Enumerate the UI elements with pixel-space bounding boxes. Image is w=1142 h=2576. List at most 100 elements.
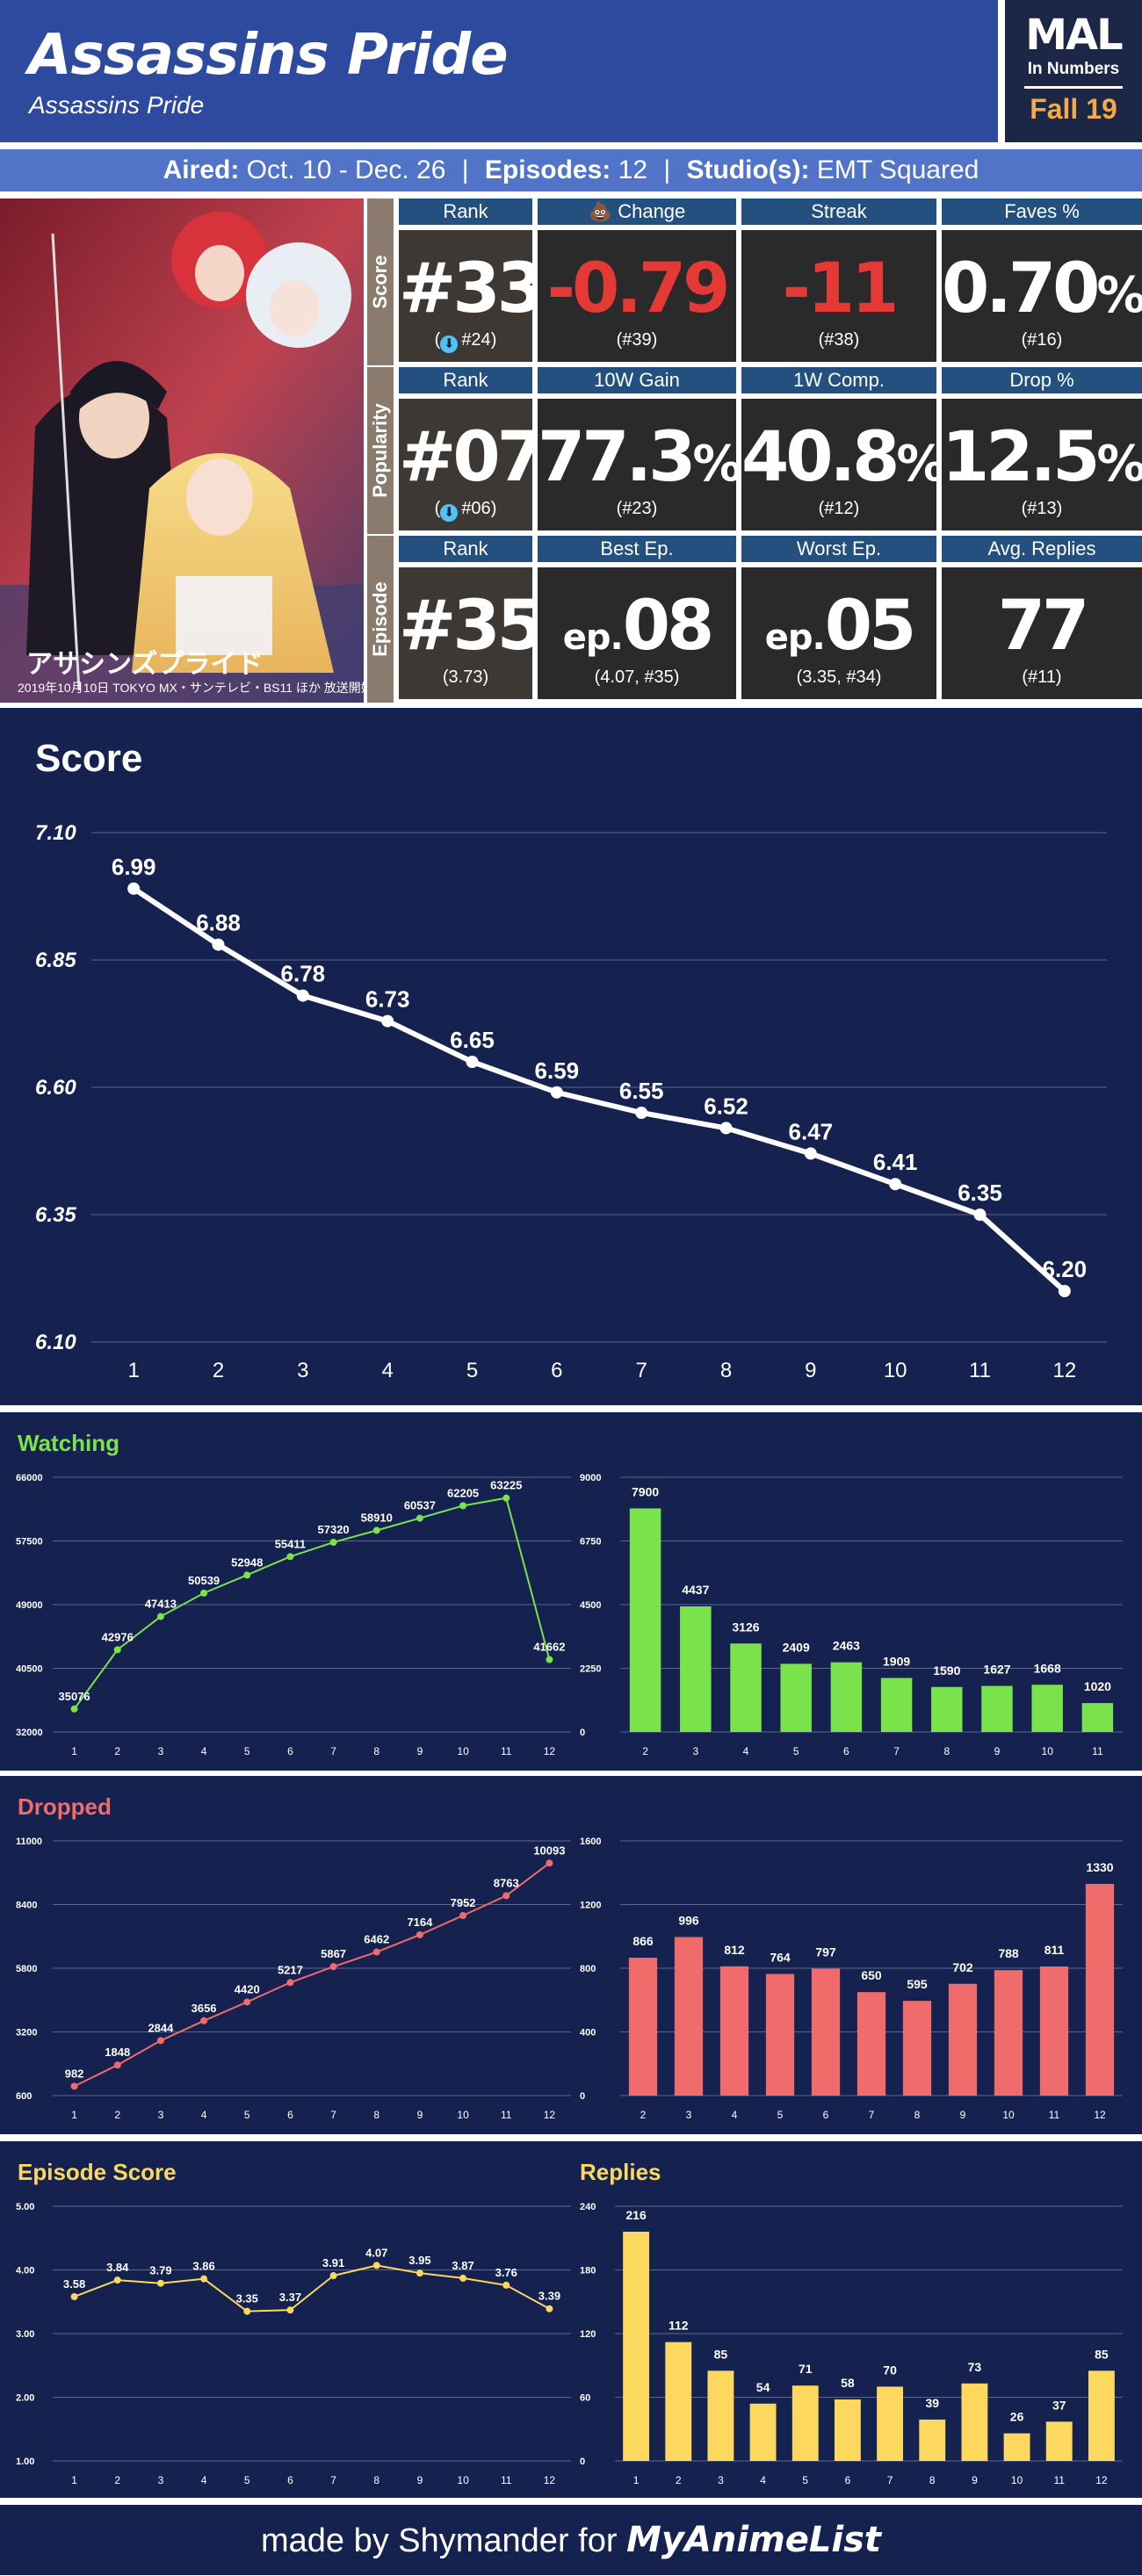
x-tick-label: 4 [201, 2474, 207, 2486]
y-tick-label: 4500 [580, 1600, 601, 1611]
data-label: 5217 [278, 1963, 303, 1976]
x-tick-label: 1 [71, 2109, 77, 2121]
data-point [286, 1553, 294, 1561]
x-tick-label: 4 [201, 1745, 207, 1757]
data-point [502, 1494, 510, 1502]
y-tick-label: 6.60 [35, 1076, 76, 1100]
data-point [459, 2274, 467, 2282]
data-point [156, 2279, 164, 2287]
y-tick-label: 40500 [16, 1664, 43, 1675]
data-label: 4437 [682, 1583, 709, 1597]
data-label: 1020 [1084, 1679, 1111, 1693]
data-label: 3.39 [538, 2290, 560, 2303]
data-point [502, 1892, 510, 1900]
svg-text:アサシンズプライド: アサシンズプライド [26, 649, 263, 679]
data-label: 764 [770, 1951, 791, 1965]
row-label-episode: Episode [367, 536, 394, 703]
bar [856, 1992, 886, 2096]
series-line [74, 1862, 551, 2088]
x-tick-label: 6 [287, 2474, 293, 2486]
bar [674, 1937, 704, 2096]
x-tick-label: 5 [793, 1745, 799, 1757]
bar [1031, 1685, 1063, 1732]
ep-replies-value: 77 [997, 587, 1090, 666]
chart-title-watching: Watching [18, 1430, 119, 1456]
x-tick-label: 12 [544, 2474, 556, 2486]
x-tick-label: 12 [1052, 1359, 1076, 1382]
data-point [502, 2281, 510, 2289]
data-point [973, 1209, 987, 1221]
data-label: 85 [714, 2347, 728, 2361]
data-label: 6.78 [281, 961, 326, 987]
y-tick-label: 5800 [16, 1964, 37, 1974]
score-rank-value: #33 [399, 249, 545, 328]
score-streak-value: -11 [782, 249, 900, 328]
data-point [635, 1107, 648, 1119]
data-label: 10093 [533, 1844, 565, 1857]
x-tick-label: 2 [114, 2474, 120, 2486]
stats-section: アサシンズプライド 2019年10月10日 TOKYO MX・サンテレビ・BS1… [0, 198, 1142, 703]
down-arrow-icon: ⬇ [440, 504, 459, 522]
row-label-popularity: Popularity [367, 367, 394, 534]
x-tick-label: 1 [633, 2474, 640, 2486]
data-label: 216 [625, 2208, 647, 2222]
bar [628, 1958, 658, 2096]
y-tick-label: 6.10 [35, 1331, 76, 1354]
episode-score-replies-charts: Episode Score Replies 5.00 4.00 3.00 2.00 1.00… [16, 2159, 1123, 2486]
x-tick-label: 8 [373, 1745, 379, 1757]
data-label: 71 [799, 2362, 813, 2376]
header-pop-rank: Rank [399, 367, 532, 393]
x-tick-label: 7 [887, 2474, 893, 2486]
bar [961, 2383, 988, 2461]
x-tick-label: 5 [244, 1745, 250, 1757]
data-label: 1590 [933, 1663, 960, 1678]
mal-in-numbers-logo: MAL In Numbers Fall 19 [998, 0, 1142, 142]
logo-season-text: Fall 19 [1030, 93, 1117, 125]
data-point [286, 2306, 294, 2314]
data-point [113, 2277, 121, 2284]
x-tick-label: 10 [457, 2474, 469, 2486]
bar [1085, 1883, 1115, 2096]
ep-worst-sub: (3.35, #34) [796, 667, 882, 687]
y-tick-label: 0 [580, 1728, 585, 1738]
data-label: 6.99 [112, 854, 156, 880]
data-point [416, 1514, 423, 1522]
x-tick-label: 7 [635, 1359, 647, 1382]
bar [877, 2386, 904, 2461]
data-point [804, 1147, 817, 1160]
x-tick-label: 3 [692, 1745, 698, 1757]
data-label: 6.41 [873, 1149, 918, 1175]
data-label: 7164 [407, 1916, 433, 1929]
x-tick-label: 7 [330, 2474, 336, 2486]
data-label: 6.52 [704, 1093, 748, 1119]
header-pop-comp: 1W Comp. [741, 367, 936, 393]
y-tick-label: 60 [580, 2393, 590, 2404]
pop-comp-sub: (#12) [818, 499, 860, 518]
data-label: 1330 [1086, 1860, 1113, 1874]
y-tick-label: 66000 [16, 1473, 43, 1483]
aired-label: Aired: [163, 155, 240, 184]
data-point [466, 1056, 479, 1068]
x-tick-label: 5 [244, 2109, 250, 2121]
x-tick-label: 3 [686, 2109, 692, 2121]
data-label: 3.35 [236, 2292, 258, 2305]
data-label: 6.47 [789, 1118, 834, 1144]
data-point [372, 2262, 380, 2269]
data-label: 63225 [490, 1479, 522, 1492]
y-tick-label: 600 [16, 2091, 32, 2102]
data-label: 811 [1044, 1943, 1065, 1957]
data-label: 702 [952, 1960, 973, 1974]
y-tick-label: 800 [580, 1964, 596, 1974]
x-tick-label: 6 [551, 1359, 562, 1382]
data-label: 2844 [148, 2021, 174, 2034]
pop-rank-cell: #07 (⬇ #06) [399, 399, 545, 530]
y-tick-label: 240 [580, 2202, 596, 2212]
studio-label: Studio(s): [686, 155, 810, 184]
data-label: 3.76 [495, 2266, 517, 2279]
bar [834, 2399, 861, 2461]
x-tick-label: 3 [297, 1359, 308, 1382]
chart-title-replies: Replies [580, 2159, 661, 2185]
poster-image: アサシンズプライド 2019年10月10日 TOKYO MX・サンテレビ・BS1… [0, 198, 364, 703]
y-tick-label: 6.85 [35, 949, 76, 972]
data-point [459, 1911, 467, 1919]
